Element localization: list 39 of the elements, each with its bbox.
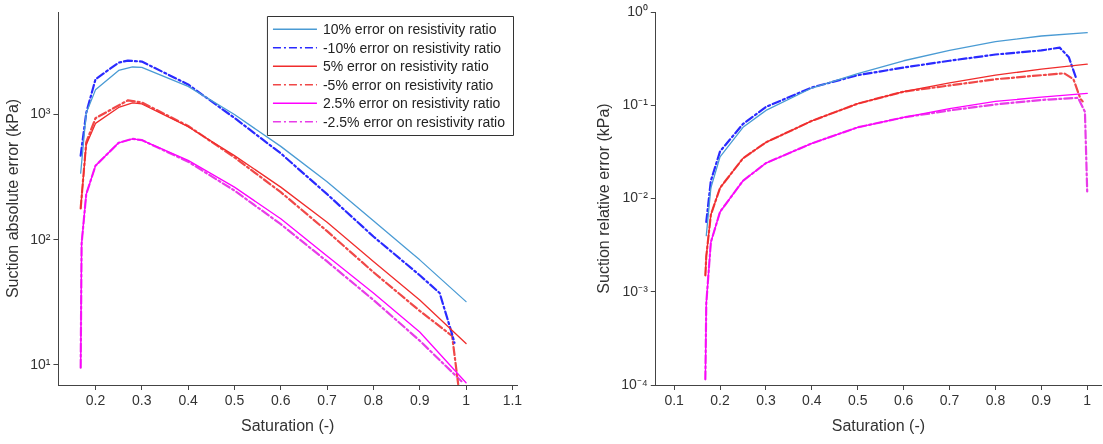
x-tick-label: 0.2 [710,392,730,409]
x-tick-label: 0.9 [1031,392,1052,409]
legend-label: 5% error on resistivity ratio [322,58,489,75]
legend-label: 10% error on resistivity ratio [322,21,497,38]
x-tick-label: 0.5 [848,392,868,409]
y-axis-title: Suction relative error (kPa) [595,103,613,294]
x-tick-label: 1.1 [502,392,523,409]
x-tick-label: 0.2 [85,392,106,409]
y-tick-label: 10⁻¹ [622,96,649,113]
x-tick-label: 0.7 [939,392,960,409]
line-series [705,46,1077,224]
x-tick-label: 0.4 [178,392,199,409]
legend-label: -5% error on resistivity ratio [322,76,494,93]
legend-label: -2.5% error on resistivity ratio [322,113,506,130]
x-tick-label: 1 [462,392,471,409]
x-tick-label: 0.6 [271,392,291,409]
x-tick-label: 0.8 [985,392,1006,409]
x-tick-label: 0.3 [132,392,152,409]
x-tick-label: 0.9 [409,392,430,409]
x-tick-label: 0.5 [224,392,245,409]
y-tick-label: 10⁻⁴ [621,375,648,392]
x-tick-label: 0.3 [756,392,776,409]
y-tick-label: 10³ [30,105,51,122]
y-tick-label: 10⁻² [622,189,649,206]
x-tick-label: 0.6 [893,392,914,409]
x-tick-label: 0.7 [317,392,338,409]
x-tick-label: 0.1 [664,392,685,409]
legend-label: 2.5% error on resistivity ratio [322,95,501,112]
x-axis-title: Saturation (-) [831,416,926,434]
x-tick-label: 1 [1083,392,1092,409]
y-tick-label: 10⁻³ [622,282,649,299]
x-axis-title: Saturation (-) [241,416,335,434]
y-tick-label: 10¹ [30,355,51,372]
legend-label: -10% error on resistivity ratio [322,39,502,56]
y-tick-label: 10² [30,230,51,247]
y-tick-label: 10⁰ [627,2,648,19]
y-axis-title: Suction absolute error (kPa) [4,98,22,299]
x-tick-label: 0.4 [802,392,822,409]
x-tick-label: 0.8 [363,392,384,409]
